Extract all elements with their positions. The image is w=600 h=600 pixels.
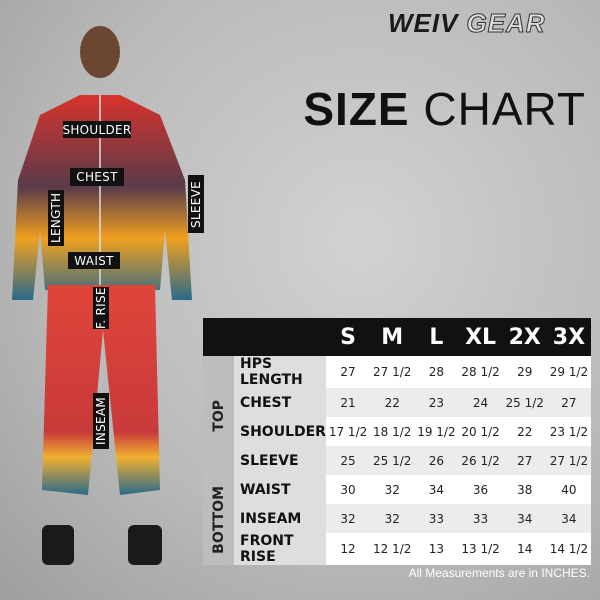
model-figure [12,26,192,565]
front-rise-label: F. RISE [93,287,109,329]
table-row: SHOULDER 17 1/2 18 1/2 19 1/2 20 1/2 22 23 1/2 [203,417,591,446]
size-value: 13 [414,533,459,565]
size-value: 17 1/2 [325,417,371,446]
size-value: 29 1/2 [546,356,591,388]
row-label: HPS LENGTH [234,356,326,388]
size-value: 28 1/2 [458,356,503,388]
size-value: 27 [502,446,547,475]
size-value: 27 1/2 [546,446,591,475]
group-label: BOTTOM [210,486,227,554]
inseam-label: INSEAM [93,393,109,449]
size-header: XL [458,318,503,356]
size-value: 20 1/2 [458,417,503,446]
size-value: 40 [546,475,591,504]
size-value: 34 [502,504,547,533]
brand-part1: WEIV [388,8,459,38]
row-label: INSEAM [234,504,326,533]
size-value: 23 1/2 [546,417,591,446]
table-row: SLEEVE 25 25 1/2 26 26 1/2 27 27 1/2 [203,446,591,475]
row-label: CHEST [234,388,326,417]
size-value: 27 1/2 [370,356,415,388]
table-row: FRONT RISE 12 12 1/2 13 13 1/2 14 14 1/2 [203,533,591,565]
size-value: 19 1/2 [414,417,459,446]
group-bottom: BOTTOM [203,475,234,565]
size-header: 3X [546,318,591,356]
header-blank [203,318,326,356]
size-header: S [325,318,371,356]
size-value: 24 [458,388,503,417]
size-value: 14 [502,533,547,565]
row-label: SHOULDER [234,417,326,446]
brand-logo: WEIV GEAR [388,8,546,39]
size-header: M [370,318,415,356]
size-value: 13 1/2 [458,533,503,565]
table-row: TOP HPS LENGTH 27 27 1/2 28 28 1/2 29 29 1/2 [203,356,591,475]
size-value: 27 [546,388,591,417]
row-label: FRONT RISE [234,533,326,565]
size-value: 25 1/2 [502,388,547,417]
size-header: 2X [502,318,547,356]
brand-part2: GEAR [466,8,546,39]
jacket [12,95,192,300]
size-value: 18 1/2 [370,417,415,446]
group-label: TOP [210,399,227,432]
size-value: 23 [414,388,459,417]
waist-label: WAIST [68,252,120,269]
size-header-row: S M L XL 2X 3X [203,318,591,356]
size-value: 36 [458,475,503,504]
group-top: TOP [203,356,234,475]
size-header: L [414,318,459,356]
size-value: 34 [414,475,459,504]
size-value: 32 [325,504,371,533]
title-light: CHART [423,83,586,135]
size-table-body: TOP HPS LENGTH 27 27 1/2 28 28 1/2 29 29 1/2 CHE… [203,356,591,565]
size-value: 26 1/2 [458,446,503,475]
size-value: 14 1/2 [546,533,591,565]
size-value: 33 [414,504,459,533]
table-row: INSEAM 32 32 33 33 34 34 [203,504,591,533]
size-value: 30 [325,475,371,504]
length-label: LENGTH [48,190,64,246]
size-value: 33 [458,504,503,533]
table-row: BOTTOM WAIST 30 32 34 36 38 40 [203,475,591,565]
size-value: 12 1/2 [370,533,415,565]
row-label: WAIST [234,475,326,504]
size-value: 12 [325,533,371,565]
size-value: 27 [325,356,371,388]
size-value: 28 [414,356,459,388]
size-value: 38 [502,475,547,504]
pants [42,285,160,495]
size-value: 32 [370,475,415,504]
size-value: 29 [502,356,547,388]
size-value: 21 [325,388,371,417]
chest-label: CHEST [70,168,124,186]
head [80,26,120,78]
size-value: 22 [370,388,415,417]
left-shoe [42,525,74,565]
shoulder-label: SHOULDER [62,121,132,138]
row-label: SLEEVE [234,446,326,475]
right-shoe [128,525,162,565]
measurement-note: All Measurements are in INCHES. [408,566,590,580]
table-row: CHEST 21 22 23 24 25 1/2 27 [203,388,591,417]
size-value: 26 [414,446,459,475]
size-value: 34 [546,504,591,533]
title-bold: SIZE [303,83,410,135]
page-title: SIZE CHART [303,82,586,136]
size-value: 25 [325,446,371,475]
size-value: 22 [502,417,547,446]
size-table: S M L XL 2X 3X TOP HPS LENGTH 27 27 1/2 28 28… [203,318,591,565]
size-value: 32 [370,504,415,533]
size-value: 25 1/2 [370,446,415,475]
sleeve-label: SLEEVE [188,175,204,233]
